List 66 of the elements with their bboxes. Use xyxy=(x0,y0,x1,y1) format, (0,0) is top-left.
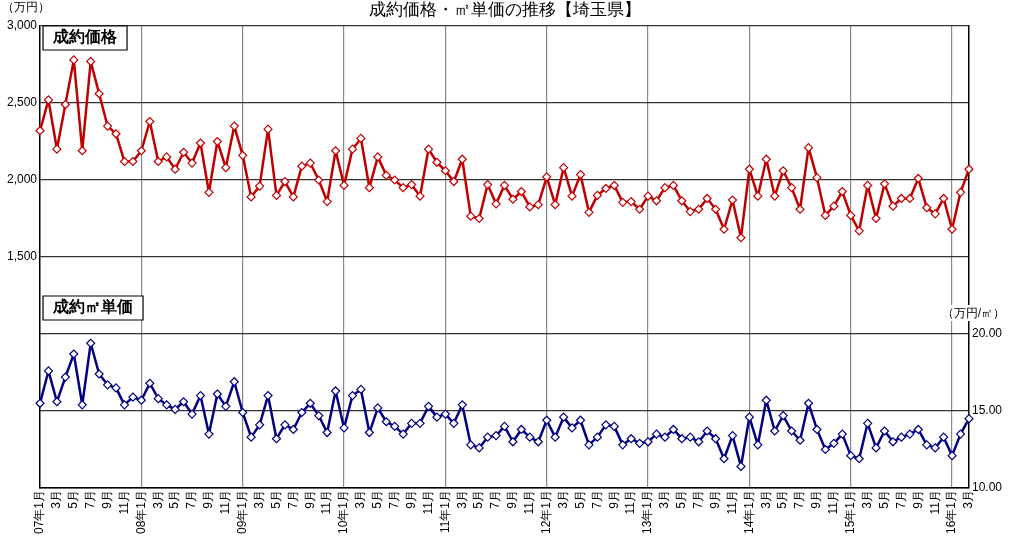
x-tick-label: 3月 xyxy=(353,489,368,509)
x-tick-label: 14年1月 xyxy=(741,489,756,535)
x-tick-label: 7月 xyxy=(83,489,98,509)
x-tick-label: 5月 xyxy=(268,489,283,509)
x-tick-label: 5月 xyxy=(674,489,689,509)
x-tick-label: 11月 xyxy=(420,489,435,515)
x-tick-label: 5月 xyxy=(167,489,182,509)
x-tick-label: 11月 xyxy=(522,489,537,515)
series-label: 成約価格 xyxy=(52,28,119,46)
chart-title: 成約価格・㎡単価の推移【埼玉県】 xyxy=(368,0,641,20)
x-tick-label: 11月 xyxy=(116,489,131,515)
x-tick-label: 08年1月 xyxy=(133,489,148,535)
x-tick-label: 11月 xyxy=(927,489,942,515)
x-tick-label: 5月 xyxy=(66,489,81,509)
x-tick-label: 5月 xyxy=(775,489,790,509)
x-tick-label: 9月 xyxy=(809,489,824,509)
y2-tick-label: 15.00 xyxy=(971,403,1003,418)
x-tick-label: 10年1月 xyxy=(336,489,351,535)
x-tick-label: 9月 xyxy=(302,489,317,509)
x-tick-label: 5月 xyxy=(572,489,587,509)
x-tick-label: 3月 xyxy=(49,489,64,509)
x-tick-label: 3月 xyxy=(150,489,165,509)
y-tick-label: 3,000 xyxy=(7,18,38,33)
x-tick-label: 11年1月 xyxy=(437,489,452,534)
x-tick-label: 3月 xyxy=(555,489,570,509)
text: 成約㎡単価 xyxy=(52,298,134,316)
x-tick-label: 3月 xyxy=(251,489,266,509)
x-tick-label: 3月 xyxy=(454,489,469,509)
x-tick-label: 09年1月 xyxy=(235,489,250,535)
x-tick-label: 7月 xyxy=(488,489,503,509)
x-tick-label: 11月 xyxy=(623,489,638,515)
x-tick-label: 12年1月 xyxy=(539,489,554,535)
x-tick-label: 5月 xyxy=(471,489,486,509)
y2-tick-label: 20.00 xyxy=(971,326,1003,341)
x-tick-label: 11月 xyxy=(218,489,233,515)
x-tick-label: 5月 xyxy=(370,489,385,509)
x-tick-label: 5月 xyxy=(876,489,891,509)
y-tick-label: 2,000 xyxy=(7,172,38,187)
x-tick-label: 11月 xyxy=(319,489,334,515)
x-tick-label: 9月 xyxy=(707,489,722,509)
x-tick-label: 9月 xyxy=(201,489,216,509)
x-tick-label: 13年1月 xyxy=(640,489,655,535)
x-tick-label: 3月 xyxy=(657,489,672,509)
y-tick-label: 1,500 xyxy=(7,249,38,264)
x-tick-label: 9月 xyxy=(99,489,114,509)
x-tick-label: 7月 xyxy=(691,489,706,509)
y-tick-label: 2,500 xyxy=(7,95,38,110)
x-tick-label: 11月 xyxy=(826,489,841,515)
x-tick-label: 9月 xyxy=(910,489,925,509)
x-tick-label: 11月 xyxy=(724,489,739,515)
x-tick-label: 9月 xyxy=(505,489,520,509)
x-tick-label: 7月 xyxy=(184,489,199,509)
y2-axis-title: （万円/㎡） xyxy=(941,306,1005,321)
x-tick-label: 07年1月 xyxy=(32,489,47,535)
x-tick-label: 7月 xyxy=(589,489,604,509)
x-tick-label: 7月 xyxy=(387,489,402,509)
y-axis-title: （万円） xyxy=(2,0,50,15)
x-tick-label: 9月 xyxy=(606,489,621,509)
x-tick-label: 16年1月 xyxy=(944,489,959,535)
x-tick-label: 7月 xyxy=(893,489,908,509)
x-tick-label: 3月 xyxy=(758,489,773,509)
x-tick-label: 7月 xyxy=(285,489,300,509)
x-tick-label: 9月 xyxy=(403,489,418,509)
x-tick-label: 15年1月 xyxy=(843,489,858,535)
x-tick-label: 3月 xyxy=(859,489,874,509)
x-tick-label: 7月 xyxy=(792,489,807,509)
